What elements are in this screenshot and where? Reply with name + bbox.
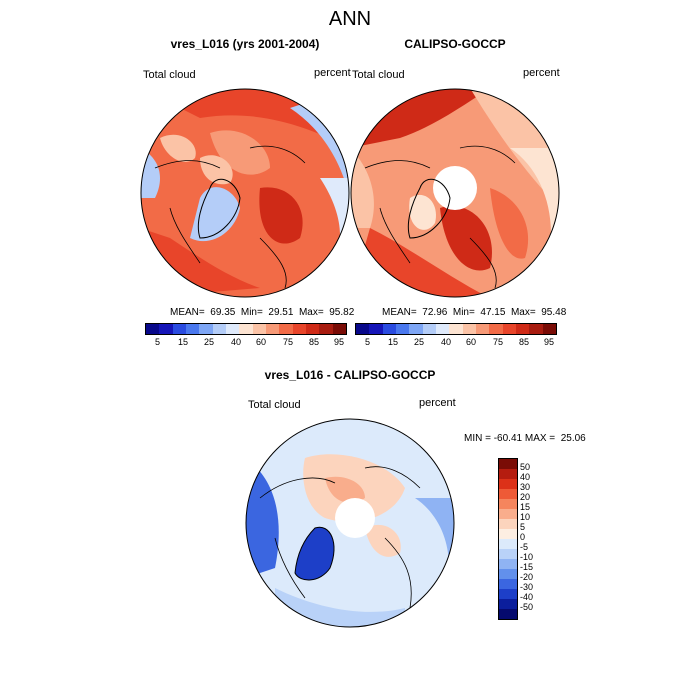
left-colorbar-tick: 75 (283, 337, 294, 347)
left-colorbar-tick: 60 (256, 337, 267, 347)
right-colorbar (355, 323, 557, 335)
right-colorbar-swatch (502, 324, 516, 334)
left-colorbar-swatch (146, 324, 160, 334)
right-colorbar-tick: 75 (493, 337, 504, 347)
diff-colorbar-swatch (499, 539, 517, 549)
diff-colorbar-tick: 10 (520, 512, 531, 522)
right-colorbar-tick: 85 (519, 337, 530, 347)
diff-colorbar-tick: 40 (520, 472, 531, 482)
right-colorbar-swatch (382, 324, 396, 334)
diff-colorbar-tick: -15 (520, 562, 534, 572)
diff-panel-title: vres_L016 - CALIPSO-GOCCP (264, 368, 436, 382)
figure-title: ANN (328, 8, 372, 30)
diff-colorbar-swatch (499, 469, 517, 479)
right-panel-stats: MEAN= 72.96 Min= 47.15 Max= 95.48 (382, 307, 567, 318)
right-panel-units-label: percent (523, 67, 560, 79)
diff-colorbar-swatch (499, 569, 517, 579)
left-colorbar-tick: 25 (204, 337, 215, 347)
right-colorbar-swatch (515, 324, 530, 334)
diff-colorbar-swatch (499, 589, 517, 599)
right-colorbar-tick: 95 (544, 337, 555, 347)
diff-panel-variable-label: Total cloud (248, 399, 301, 411)
right-colorbar-swatch (542, 324, 556, 334)
diff-colorbar-tick: 0 (520, 532, 526, 542)
right-colorbar-swatch (409, 324, 423, 334)
right-colorbar-ticks: 5 15 25 40 60 75 85 95 (355, 337, 555, 349)
left-colorbar-swatch (159, 324, 173, 334)
diff-colorbar-tick: 20 (520, 492, 531, 502)
diff-colorbar-tick: -20 (520, 572, 534, 582)
right-colorbar-swatch (369, 324, 383, 334)
diff-colorbar-swatch (499, 579, 517, 589)
left-colorbar-tick: 15 (178, 337, 189, 347)
left-colorbar-swatch (225, 324, 240, 334)
left-colorbar-tick: 5 (155, 337, 161, 347)
left-colorbar-swatch (252, 324, 266, 334)
right-colorbar-swatch (356, 324, 370, 334)
right-colorbar-tick: 40 (441, 337, 452, 347)
diff-colorbar (498, 458, 518, 620)
diff-colorbar-tick: -5 (520, 542, 529, 552)
left-colorbar (145, 323, 347, 335)
left-colorbar-swatch (199, 324, 213, 334)
right-colorbar-swatch (435, 324, 450, 334)
left-colorbar-swatch (279, 324, 293, 334)
diff-colorbar-swatch (499, 549, 517, 559)
diff-colorbar-tick: 5 (520, 522, 526, 532)
diff-colorbar-tick: -40 (520, 592, 534, 602)
diff-panel-units-label: percent (419, 397, 456, 409)
right-colorbar-swatch (462, 324, 476, 334)
left-colorbar-tick: 40 (231, 337, 242, 347)
left-colorbar-swatch (292, 324, 306, 334)
left-colorbar-swatch (239, 324, 253, 334)
diff-colorbar-swatch (499, 519, 517, 529)
diff-colorbar-swatch (499, 529, 517, 539)
diff-colorbar-swatch (499, 599, 517, 609)
diff-colorbar-tick: -50 (520, 602, 534, 612)
left-colorbar-tick: 95 (334, 337, 345, 347)
right-panel-title: CALIPSO-GOCCP (404, 37, 506, 51)
diff-colorbar-swatch (499, 509, 517, 519)
left-colorbar-swatch (305, 324, 320, 334)
left-panel-variable-label: Total cloud (143, 69, 196, 81)
diff-colorbar-swatch (499, 459, 517, 469)
diff-colorbar-swatch (499, 559, 517, 569)
diff-panel-stats: MIN = -60.41 MAX = 25.06 (464, 433, 586, 444)
left-colorbar-ticks: 5 15 25 40 60 75 85 95 (145, 337, 345, 349)
right-colorbar-swatch (489, 324, 503, 334)
diff-colorbar-tick: 15 (520, 502, 531, 512)
left-colorbar-swatch (172, 324, 186, 334)
left-colorbar-swatch (332, 324, 346, 334)
diff-colorbar-tick: -10 (520, 552, 534, 562)
diff-colorbar-ticks: 50 40 30 20 15 10 5 0 -5 -10 -15 -20 -30… (520, 458, 550, 618)
diff-colorbar-tick: 30 (520, 482, 531, 492)
right-colorbar-swatch (475, 324, 490, 334)
left-panel-title: vres_L016 (yrs 2001-2004) (170, 37, 320, 51)
left-polar-map (140, 88, 350, 298)
right-colorbar-tick: 25 (414, 337, 425, 347)
diff-colorbar-tick: -30 (520, 582, 534, 592)
left-colorbar-swatch (185, 324, 200, 334)
right-panel-variable-label: Total cloud (352, 69, 405, 81)
difference-polar-map (245, 418, 455, 628)
left-colorbar-swatch (319, 324, 333, 334)
left-panel-units-label: percent (314, 67, 351, 79)
left-colorbar-swatch (212, 324, 226, 334)
right-colorbar-tick: 5 (365, 337, 371, 347)
diff-colorbar-swatch (499, 489, 517, 499)
diff-colorbar-swatch (499, 609, 517, 619)
right-colorbar-swatch (529, 324, 543, 334)
right-colorbar-tick: 15 (388, 337, 399, 347)
right-polar-map (350, 88, 560, 298)
right-colorbar-swatch (449, 324, 463, 334)
diff-colorbar-swatch (499, 479, 517, 489)
right-colorbar-tick: 60 (466, 337, 477, 347)
left-colorbar-swatch (265, 324, 280, 334)
left-panel-stats: MEAN= 69.35 Min= 29.51 Max= 95.82 (170, 307, 355, 318)
diff-colorbar-swatch (499, 499, 517, 509)
left-colorbar-tick: 85 (309, 337, 320, 347)
right-colorbar-swatch (395, 324, 410, 334)
right-colorbar-swatch (422, 324, 436, 334)
diff-colorbar-tick: 50 (520, 462, 531, 472)
